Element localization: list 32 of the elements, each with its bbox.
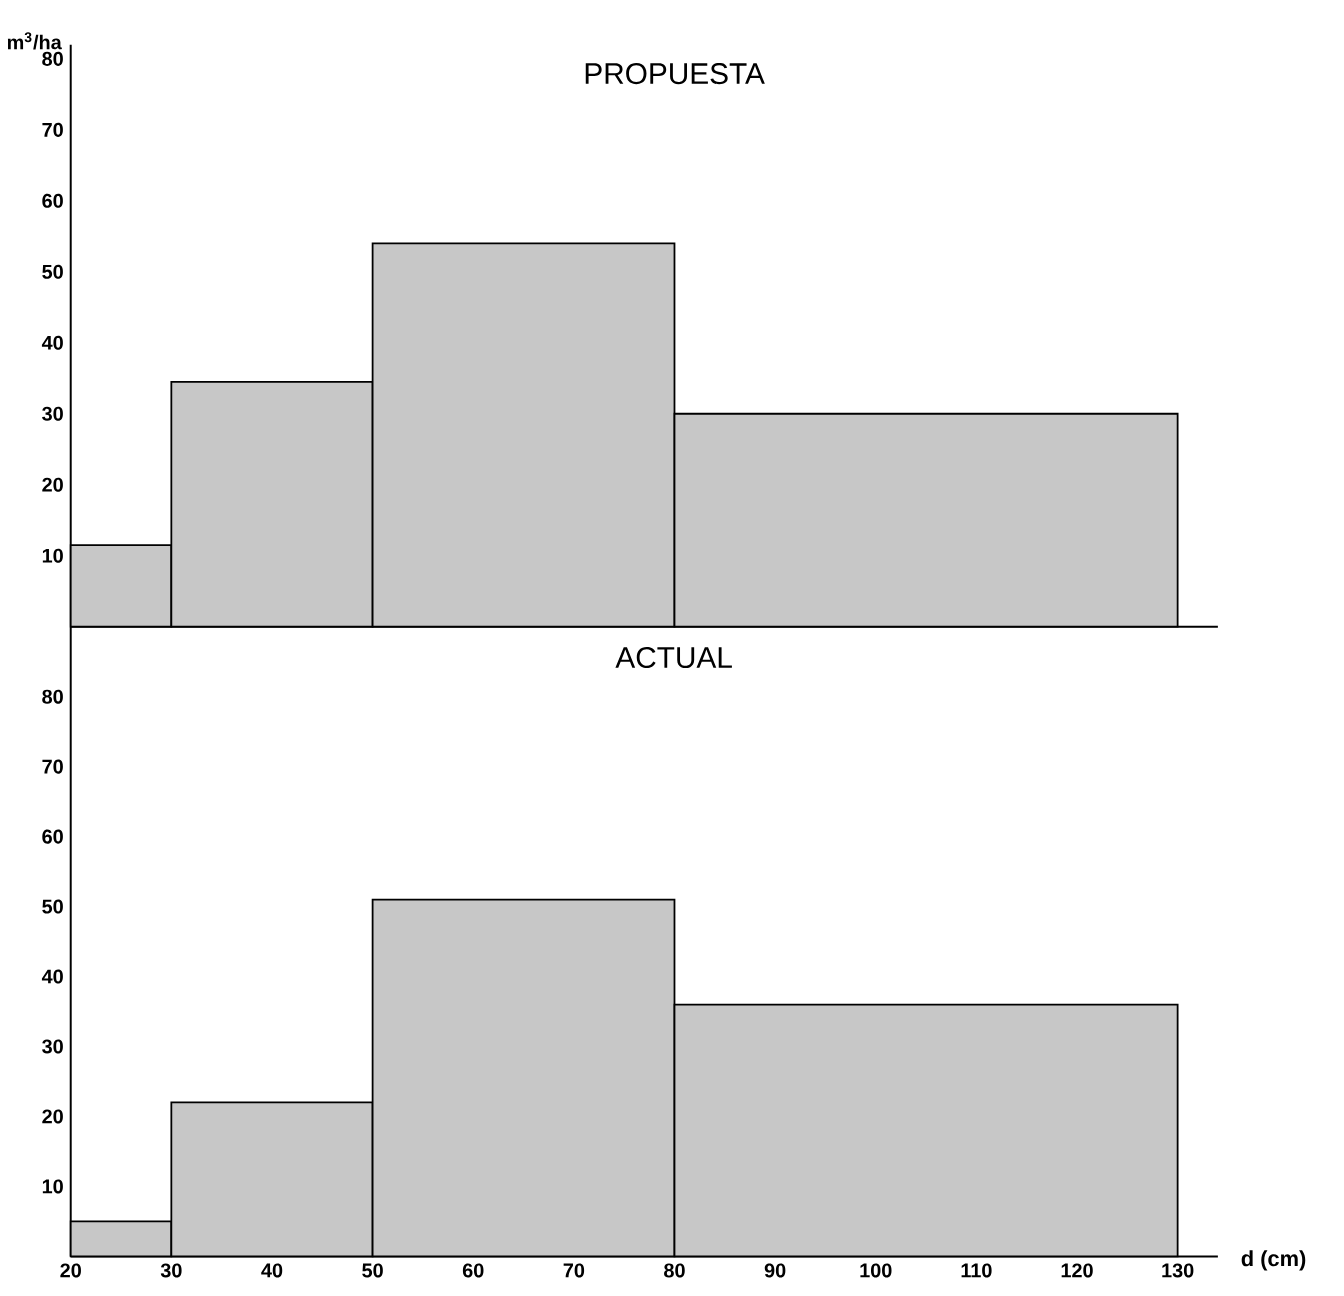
x-tick-label: 90 [764,1263,786,1278]
text: ACTUAL [615,646,732,669]
x-tick-label: 100 [860,1263,892,1278]
x-tick-label: 130 [1162,1263,1194,1278]
y-tick-label: 50 [42,264,63,279]
y-tick-label: 20 [42,477,63,492]
y-tick-label: 30 [42,1039,63,1054]
y-tick-label: 40 [41,335,63,350]
y-tick-label: 50 [42,899,63,914]
x-tick-label: 120 [1061,1263,1093,1278]
x-tick-label: 70 [563,1263,585,1278]
x-tick-label: 110 [961,1263,992,1278]
y-tick-label: 10 [42,548,63,563]
y-tick-label: 60 [42,193,63,208]
y-tick-label: 10 [42,1179,63,1194]
y-tick-label: 70 [42,122,63,137]
y-tick-label: 40 [41,969,63,984]
y-tick-label: 60 [42,829,63,844]
x-tick-label: 80 [664,1263,685,1278]
y-tick-label: 80 [42,689,63,704]
x-tick-label: 50 [362,1263,383,1278]
x-tick-label: 20 [60,1263,81,1278]
x-tick-label: 40 [261,1263,283,1278]
y-axis-title: m$^{3}$/ha [7,32,62,50]
y-tick-label: 80 [42,51,63,66]
y-tick-label: 70 [42,759,63,774]
y-tick-label: 20 [42,1109,63,1124]
x-tick-label: 60 [462,1263,484,1278]
x-axis-title: d (cm) [1241,1250,1306,1271]
x-tick-label: 30 [160,1263,182,1278]
y-tick-label: 30 [42,406,63,421]
chart-title: PROPUESTA [585,62,765,85]
